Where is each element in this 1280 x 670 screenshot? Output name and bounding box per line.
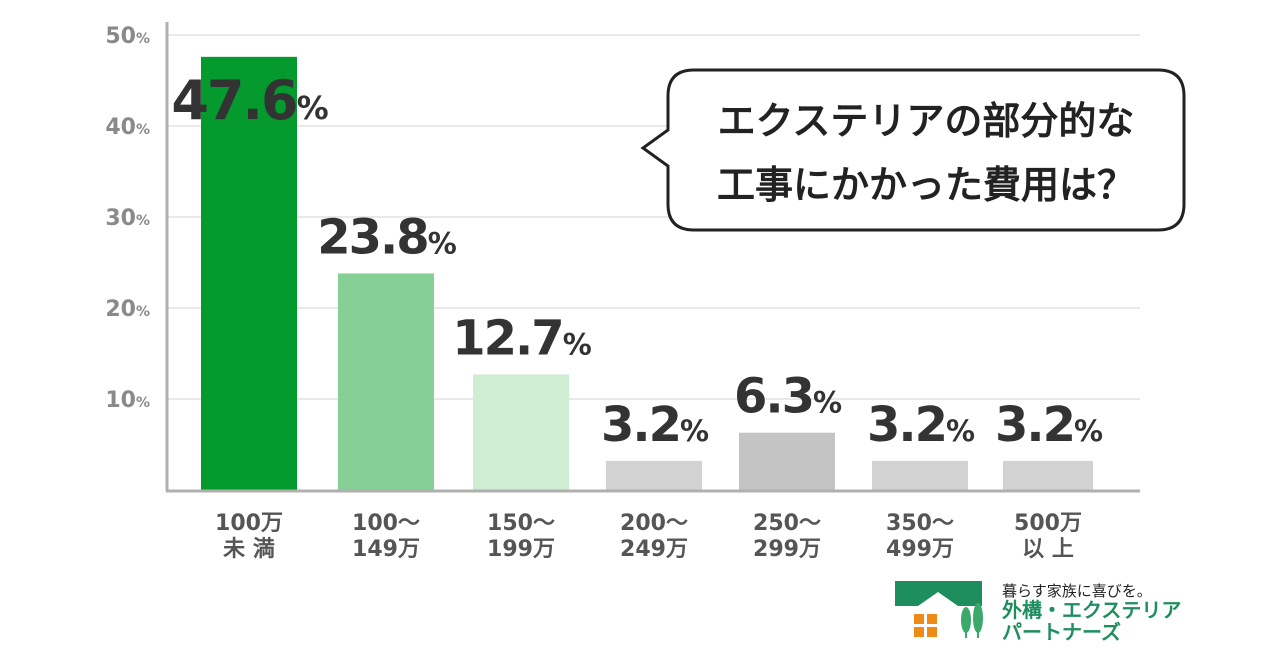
callout-line-1: エクステリアの部分的な [718,99,1135,143]
bar [739,432,835,490]
category-label-line: 500万 [1014,511,1082,536]
category-label-line: 149万 [352,537,420,562]
bar-value-label: 3.2% [867,397,975,453]
bar [1003,460,1093,490]
bar [473,374,569,490]
bar-value-label: 3.2% [995,397,1103,453]
category-label-line: 150～ [487,511,555,536]
callout-shape [640,68,1186,232]
category-label: 200～249万 [620,511,688,562]
bar-value-label: 47.6% [171,69,328,132]
category-label-line: 200～ [620,511,688,536]
category-label: 250～299万 [753,511,821,562]
category-label-line: 250～ [753,511,821,536]
house-window-icon [914,614,937,637]
category-label-line: 100～ [352,511,420,536]
category-label-line: 199万 [487,537,555,562]
category-label: 350～499万 [886,511,954,562]
category-label: 100～149万 [352,511,420,562]
category-label-line: 100万 [215,511,283,536]
category-label-line: 249万 [620,537,688,562]
brand-logo: 暮らす家族に喜びを。 外構・エクステリア パートナーズ [895,581,1181,644]
category-label: 150～199万 [487,511,555,562]
callout-bubble: エクステリアの部分的な 工事にかかった費用は？ [640,68,1186,232]
bar [201,56,297,491]
bar [606,460,702,490]
callout-line-2: 工事にかかった費用は？ [717,163,1135,207]
y-tick-label: 20% [105,297,150,322]
y-tick-label: 30% [105,206,150,231]
logo-name-line-2: パートナーズ [1002,620,1121,644]
y-tick-label: 50% [105,24,150,49]
bar [872,460,968,490]
category-label-line: 以 上 [1022,537,1074,562]
category-label-line: 299万 [753,537,821,562]
bar-value-label: 3.2% [601,397,709,453]
house-roof-icon [895,581,982,606]
logo-name-line-1: 外構・エクステリア [1002,598,1181,622]
category-label-line: 未 満 [223,536,275,562]
bars [201,56,1093,491]
axes [165,22,1140,493]
category-label-line: 499万 [886,537,954,562]
tree-icon [961,603,983,638]
value-labels: 47.6%23.8%12.7%3.2%6.3% 3.2% 3.2% [171,69,1105,453]
logo-tagline: 暮らす家族に喜びを。 [1002,582,1152,600]
y-axis-ticks: 10% 20% 30% 40% 50% [105,24,150,413]
category-label-line: 350～ [886,511,954,536]
bar-value-label: 12.7% [452,310,591,366]
bar-value-label: 6.3% [734,369,842,425]
y-tick-label: 10% [105,388,150,413]
bar [338,273,434,490]
bar-value-label: 23.8% [317,209,456,265]
y-tick-label: 40% [105,115,150,140]
